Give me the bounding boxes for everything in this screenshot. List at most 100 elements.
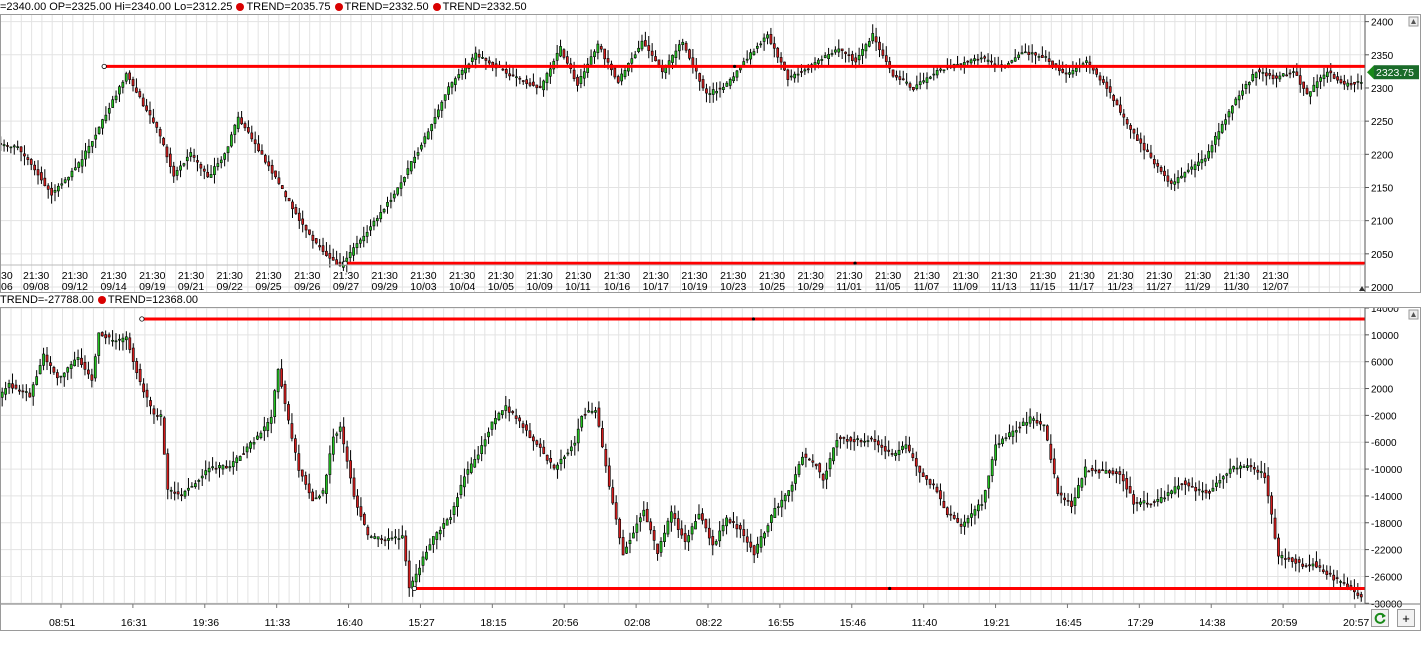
candle-body-up xyxy=(9,146,13,149)
candle-body-up xyxy=(1239,465,1242,469)
candle-body-up xyxy=(1142,500,1146,504)
candle xyxy=(1325,565,1329,580)
candle-body-down xyxy=(407,560,411,589)
candle xyxy=(426,128,430,140)
candle xyxy=(257,135,260,153)
candle xyxy=(1030,44,1034,63)
candle xyxy=(589,49,593,65)
candle-body-down xyxy=(1035,420,1039,424)
candle-body-down xyxy=(1047,58,1051,62)
candle-body-down xyxy=(804,453,808,458)
candle xyxy=(878,36,881,58)
candle-body-up xyxy=(369,536,373,538)
candle-body-down xyxy=(338,261,342,267)
candle xyxy=(63,177,67,184)
trend-mid-handle[interactable] xyxy=(751,317,756,321)
candle xyxy=(1041,46,1044,58)
candle-body-up xyxy=(1032,418,1035,421)
candle-body-up xyxy=(633,54,637,59)
x-tick-date: 10/04 xyxy=(449,281,475,292)
indicator-chart[interactable]: -30000-26000-22000-18000-14000-10000-600… xyxy=(0,304,1420,630)
candle-body-up xyxy=(1085,60,1088,63)
x-tick-label: 16:45 xyxy=(1055,617,1081,629)
candle xyxy=(935,483,939,494)
candle xyxy=(844,51,847,63)
candle xyxy=(756,536,759,558)
candle-body-up xyxy=(837,48,841,53)
candle-body-up xyxy=(856,438,860,440)
x-tick-date: 10/17 xyxy=(643,281,669,292)
candle-body-down xyxy=(1128,486,1132,494)
candle-body-up xyxy=(262,426,266,432)
candle-body-up xyxy=(200,475,204,479)
candle xyxy=(1044,50,1048,62)
candle-body-down xyxy=(711,536,715,546)
candle xyxy=(830,49,834,57)
candle-body-down xyxy=(1356,592,1360,596)
trend-mid-handle[interactable] xyxy=(732,64,737,69)
candle xyxy=(876,435,880,453)
candle xyxy=(1342,74,1346,90)
price-chart[interactable]: 2000205021002150220022502300235024003006… xyxy=(0,15,1420,294)
candle xyxy=(1315,551,1318,569)
candle-body-down xyxy=(14,384,18,389)
x-tick-label: 02:08 xyxy=(624,617,650,629)
indicator-chart-panel[interactable]: -30000 -26000 -22000 -18000 -14000 -10000 -600… xyxy=(0,304,1421,631)
candle-body-down xyxy=(270,164,274,174)
candle xyxy=(711,529,715,556)
refresh-button[interactable] xyxy=(1371,609,1389,627)
candle xyxy=(1270,492,1273,524)
candle xyxy=(939,483,942,506)
candle-body-up xyxy=(218,465,221,469)
candle xyxy=(11,373,14,394)
y-tick-label: -30000 xyxy=(1371,599,1403,610)
candle xyxy=(1217,122,1221,147)
candle xyxy=(956,512,960,524)
trend-mid-handle[interactable] xyxy=(853,261,857,265)
candle xyxy=(590,402,594,415)
candle-body-down xyxy=(1328,572,1332,575)
x-tick-date: 09/21 xyxy=(178,281,204,292)
x-tick-date: 10/11 xyxy=(565,281,591,292)
candle xyxy=(375,215,379,227)
candle xyxy=(925,72,929,90)
x-tick-date: 11/13 xyxy=(991,281,1017,292)
candle-body-up xyxy=(235,457,239,464)
candle-body-up xyxy=(97,126,101,134)
trend-mid-handle[interactable] xyxy=(888,586,892,591)
candle-body-up xyxy=(1326,71,1329,77)
candle-body-down xyxy=(691,57,695,67)
candle xyxy=(1318,558,1322,572)
candle xyxy=(935,67,939,79)
x-tick-time: 21:30 xyxy=(1030,270,1056,282)
candle xyxy=(266,417,270,438)
candle-body-up xyxy=(53,189,57,193)
candle-body-down xyxy=(939,490,942,500)
candle-body-down xyxy=(304,225,308,231)
candle xyxy=(46,183,50,199)
candle xyxy=(1173,477,1177,495)
candle xyxy=(970,503,973,527)
candle-body-down xyxy=(921,472,925,478)
zoom-in-button[interactable]: + xyxy=(1397,609,1415,627)
candle-body-down xyxy=(1294,558,1298,564)
candle-body-up xyxy=(335,433,339,436)
price-chart-panel[interactable]: 2000 2050 2100 2150 2200 2250 2300 2350 2400 30 06… xyxy=(0,14,1421,294)
candle-body-down xyxy=(240,117,243,125)
candle xyxy=(456,492,459,517)
candles xyxy=(0,24,1363,273)
trend-anchor-handle[interactable] xyxy=(101,63,107,70)
trend-anchor-handle[interactable] xyxy=(139,316,145,322)
candle xyxy=(837,39,841,58)
candle xyxy=(1063,492,1066,506)
candle-body-down xyxy=(597,407,601,427)
trend-anchor-handle[interactable] xyxy=(411,585,417,592)
candle xyxy=(12,144,16,155)
candle xyxy=(850,50,854,66)
candle xyxy=(121,80,125,94)
candle xyxy=(1349,75,1353,90)
candle xyxy=(549,450,553,469)
x-tick-date: 11/07 xyxy=(914,281,940,292)
candle-body-up xyxy=(708,93,712,95)
candle xyxy=(542,440,546,455)
